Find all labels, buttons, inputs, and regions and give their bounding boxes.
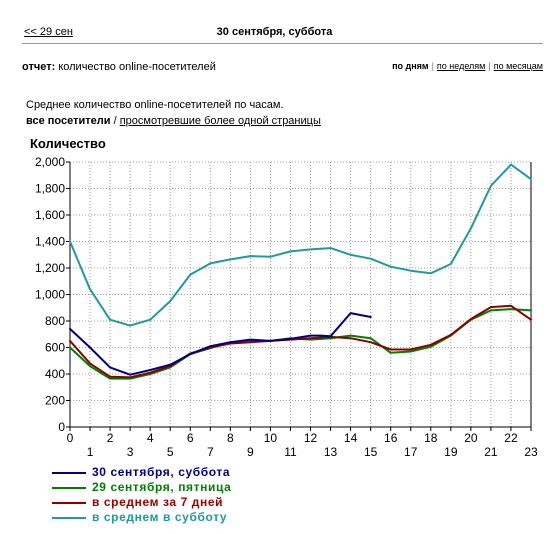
x-tick-label: 5 — [167, 445, 174, 459]
y-tick-label: 0 — [58, 420, 65, 434]
period-months-link[interactable]: по месяцам — [493, 61, 543, 71]
visitors-line-chart: 02004006008001,0001,2001,4001,6001,8002,… — [35, 155, 538, 459]
legend-item-7day-average: в среднем за 7 дней — [52, 495, 231, 510]
filter-multi-page-link[interactable]: просмотревшие более одной страницы — [119, 115, 321, 127]
legend-swatch — [52, 486, 86, 489]
x-tick-label: 9 — [247, 445, 254, 459]
x-tick-label: 0 — [67, 431, 74, 445]
x-tick-label: 12 — [304, 431, 318, 445]
x-tick-label: 13 — [324, 445, 338, 459]
x-tick-label: 22 — [504, 431, 518, 445]
report-label: отчет: — [22, 61, 56, 73]
x-tick-label: 16 — [384, 431, 398, 445]
report-selector: отчет: количество online-посетителей — [22, 61, 216, 73]
y-tick-label: 1,200 — [35, 261, 65, 275]
x-tick-label: 14 — [344, 431, 358, 445]
divider — [22, 43, 543, 44]
y-tick-label: 1,000 — [35, 288, 65, 302]
legend-item-saturday-average: в среднем в субботу — [52, 510, 231, 525]
period-weeks-link[interactable]: по неделям — [436, 61, 486, 71]
x-tick-label: 8 — [227, 431, 234, 445]
legend-swatch — [52, 501, 86, 504]
x-tick-label: 2 — [107, 431, 114, 445]
legend-item-friday-sep29: 29 сентября, пятница — [52, 480, 231, 495]
x-tick-label: 6 — [187, 431, 194, 445]
previous-day-link[interactable]: << 29 сен — [24, 26, 73, 38]
page-title: 30 сентября, суббота — [216, 26, 333, 38]
legend-item-saturday-sep30: 30 сентября, суббота — [52, 465, 231, 480]
chart-legend: 30 сентября, суббота 29 сентября, пятниц… — [52, 465, 231, 525]
x-tick-label: 18 — [424, 431, 438, 445]
period-switcher: по дням | по неделям | по месяцам — [392, 61, 543, 71]
chart-series — [69, 163, 532, 380]
x-tick-label: 7 — [207, 445, 214, 459]
x-tick-label: 4 — [147, 431, 154, 445]
legend-swatch — [52, 516, 86, 519]
series-line-3 — [69, 163, 532, 327]
x-tick-label: 11 — [284, 445, 297, 459]
series-line-2 — [69, 304, 532, 379]
series-line-0 — [69, 312, 372, 376]
x-tick-label: 19 — [444, 445, 458, 459]
y-tick-label: 1,800 — [35, 182, 65, 196]
chart-description: Среднее количество online-посетителей по… — [26, 99, 284, 111]
legend-label: 30 сентября, суббота — [92, 465, 231, 479]
report-value[interactable]: количество online-посетителей — [58, 61, 216, 73]
x-tick-label: 1 — [87, 445, 94, 459]
x-tick-label: 10 — [264, 431, 278, 445]
y-tick-label: 400 — [45, 367, 65, 381]
x-tick-label: 3 — [127, 445, 134, 459]
chart-grid — [70, 161, 532, 427]
y-tick-label: 1,600 — [35, 208, 65, 222]
x-tick-label: 23 — [524, 445, 538, 459]
period-days: по дням — [392, 61, 429, 71]
filter-all-visitors: все посетители — [26, 115, 111, 127]
y-tick-label: 2,000 — [35, 155, 65, 169]
y-tick-label: 600 — [45, 341, 65, 355]
y-tick-label: 1,400 — [35, 235, 65, 249]
x-tick-label: 21 — [484, 445, 498, 459]
x-tick-label: 20 — [464, 431, 478, 445]
legend-label: в среднем в субботу — [92, 510, 228, 524]
legend-label: 29 сентября, пятница — [92, 480, 232, 494]
x-tick-label: 17 — [404, 445, 418, 459]
filter-separator: / — [113, 115, 117, 127]
legend-swatch — [52, 471, 86, 474]
y-tick-label: 200 — [45, 394, 65, 408]
visitor-filter: все посетители / просмотревшие более одн… — [26, 115, 321, 127]
chart-axes: 02004006008001,0001,2001,4001,6001,8002,… — [35, 155, 538, 459]
legend-label: в среднем за 7 дней — [92, 495, 224, 509]
y-axis-title: Количество — [30, 136, 106, 151]
top-navigation: << 29 сен 30 сентября, суббота — [0, 0, 549, 48]
y-tick-label: 800 — [45, 314, 65, 328]
x-tick-label: 15 — [364, 445, 378, 459]
